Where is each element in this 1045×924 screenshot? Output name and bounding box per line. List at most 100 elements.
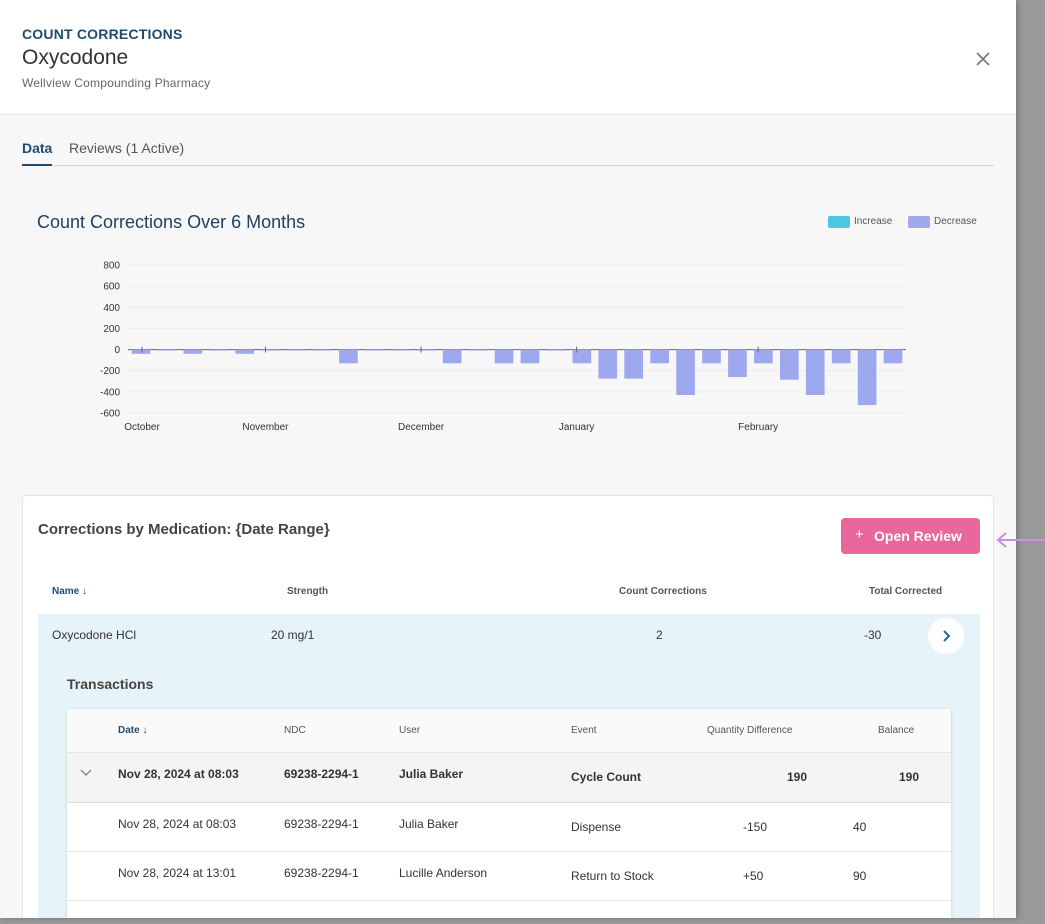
close-button[interactable]: [970, 46, 996, 72]
x-tick-label: December: [398, 422, 445, 433]
row-details-button[interactable]: [928, 618, 964, 654]
medication-strength: 20 mg/1: [271, 628, 315, 642]
column-header-user[interactable]: User: [399, 725, 421, 736]
transaction-balance: 40: [853, 820, 867, 834]
column-header-ndc[interactable]: NDC: [284, 725, 306, 736]
tab-reviews[interactable]: Reviews (1 Active): [69, 140, 185, 156]
chart-bar: [754, 349, 773, 364]
medication-total-corrected: -30: [864, 628, 882, 642]
group-balance: 190: [899, 770, 920, 784]
chart-bar: [520, 349, 540, 364]
column-header-strength[interactable]: Strength: [287, 586, 329, 597]
transaction-ndc: 69238-2294-1: [284, 866, 359, 880]
transactions-table: Date ↓ NDC User Event Quantity Differenc…: [67, 709, 951, 918]
y-tick-label: 600: [103, 282, 120, 293]
medication-count-corrections: 2: [656, 628, 663, 642]
chart-title: Count Corrections Over 6 Months: [37, 212, 306, 232]
transaction-date: Nov 28, 2024 at 08:03: [118, 817, 237, 831]
chart-bar: [339, 349, 358, 364]
y-tick-label: 200: [103, 324, 120, 335]
legend-swatch-decrease: [908, 216, 930, 228]
transaction-event: Return to Stock: [571, 869, 654, 883]
chart-bar: [702, 349, 721, 364]
column-header-name[interactable]: Name ↓: [52, 586, 88, 597]
chart-bar: [183, 349, 203, 354]
medication-name: Oxycodone HCl: [52, 628, 137, 642]
chart-bar: [209, 349, 229, 351]
count-corrections-chart: 800 600 400 200 0 -200 -400 -600 October November…: [100, 261, 906, 433]
transaction-user: Julia Baker: [399, 817, 459, 831]
x-tick-label: October: [124, 422, 160, 433]
chevron-right-icon: [943, 630, 951, 642]
chart-bar: [287, 349, 306, 351]
group-event: Cycle Count: [571, 770, 642, 784]
chart-bar: [676, 349, 695, 396]
group-date: Nov 28, 2024 at 08:03: [118, 767, 239, 781]
chart-bar: [131, 349, 151, 354]
x-tick-label: February: [738, 422, 778, 433]
column-header-balance[interactable]: Balance: [878, 725, 915, 736]
transactions-header: Date ↓ NDC User Event Quantity Differenc…: [67, 709, 951, 753]
y-tick-label: -200: [100, 366, 120, 377]
plus-icon: +: [855, 526, 864, 543]
chart-bar: [365, 349, 384, 351]
column-header-date[interactable]: Date ↓: [118, 725, 148, 736]
close-icon: [976, 52, 990, 66]
transaction-quantity-difference: -150: [743, 820, 768, 834]
chart-bar: [157, 349, 177, 351]
group-user: Julia Baker: [399, 767, 464, 781]
legend-label-decrease: Decrease: [934, 216, 977, 227]
group-ndc: 69238-2294-1: [284, 767, 359, 781]
chart-bar: [494, 349, 514, 364]
count-corrections-panel: COUNT CORRECTIONS Oxycodone Wellview Com…: [0, 0, 1016, 918]
transaction-ndc: 69238-2294-1: [284, 817, 359, 831]
chart-bar: [624, 349, 644, 379]
chart-bar: [728, 349, 747, 378]
chart-bar: [805, 349, 825, 396]
column-header-event[interactable]: Event: [571, 725, 597, 736]
y-tick-label: 800: [103, 261, 120, 272]
chart-bar: [468, 349, 488, 351]
y-tick-label: -600: [100, 409, 120, 420]
transaction-row: Nov 28, 2024 at 13:01 69238-2294-1 Lucil…: [67, 852, 951, 901]
chart-bar: [650, 349, 669, 364]
transactions-title: Transactions: [67, 676, 154, 692]
legend-label-increase: Increase: [854, 216, 893, 227]
column-header-total-corrected[interactable]: Total Corrected: [869, 586, 943, 597]
chart-bar: [572, 349, 592, 364]
transaction-date: Nov 28, 2024 at 13:01: [118, 866, 237, 880]
medication-card-title: Corrections by Medication: {Date Range}: [38, 521, 330, 538]
tab-data[interactable]: Data: [22, 140, 53, 166]
transaction-quantity-difference: +50: [743, 869, 764, 883]
transaction-row: Nov 28, 2024 at 08:03 69238-2294-1 Julia…: [67, 803, 951, 852]
pharmacy-name: Wellview Compounding Pharmacy: [22, 76, 211, 90]
open-review-label: Open Review: [874, 528, 962, 544]
transaction-group-row[interactable]: Nov 28, 2024 at 08:03 69238-2294-1 Julia…: [67, 753, 951, 803]
group-quantity-difference: 190: [787, 770, 808, 784]
chart-bar: [779, 349, 799, 380]
medication-row-expanded: Oxycodone HCl 20 mg/1 2 -30 Transactions…: [38, 614, 980, 918]
column-header-count-corrections[interactable]: Count Corrections: [619, 586, 707, 597]
x-tick-label: January: [559, 422, 595, 433]
x-tick-label: November: [242, 422, 289, 433]
arrow-left-icon: [996, 532, 1045, 548]
chart-bar: [416, 349, 436, 351]
column-header-quantity-difference[interactable]: Quantity Difference: [707, 725, 793, 736]
chart-bar: [598, 349, 618, 379]
legend-increase: Increase: [828, 215, 900, 229]
page-title: Oxycodone: [22, 46, 129, 69]
medication-card: Corrections by Medication: {Date Range} …: [22, 495, 994, 918]
tab-bar: Data Reviews (1 Active): [22, 140, 994, 166]
legend-decrease: Decrease: [908, 215, 983, 229]
chart-bar: [442, 349, 462, 364]
legend-swatch-increase: [828, 216, 850, 228]
chart-bar: [235, 349, 255, 354]
open-review-button[interactable]: + Open Review: [841, 518, 980, 554]
chart-bar: [313, 349, 332, 351]
transaction-event: Dispense: [571, 820, 622, 834]
chart-bar: [546, 349, 566, 351]
y-tick-label: -400: [100, 387, 120, 398]
transaction-balance: 90: [853, 869, 867, 883]
chart-bar: [261, 349, 280, 351]
chevron-down-icon[interactable]: [79, 766, 93, 780]
